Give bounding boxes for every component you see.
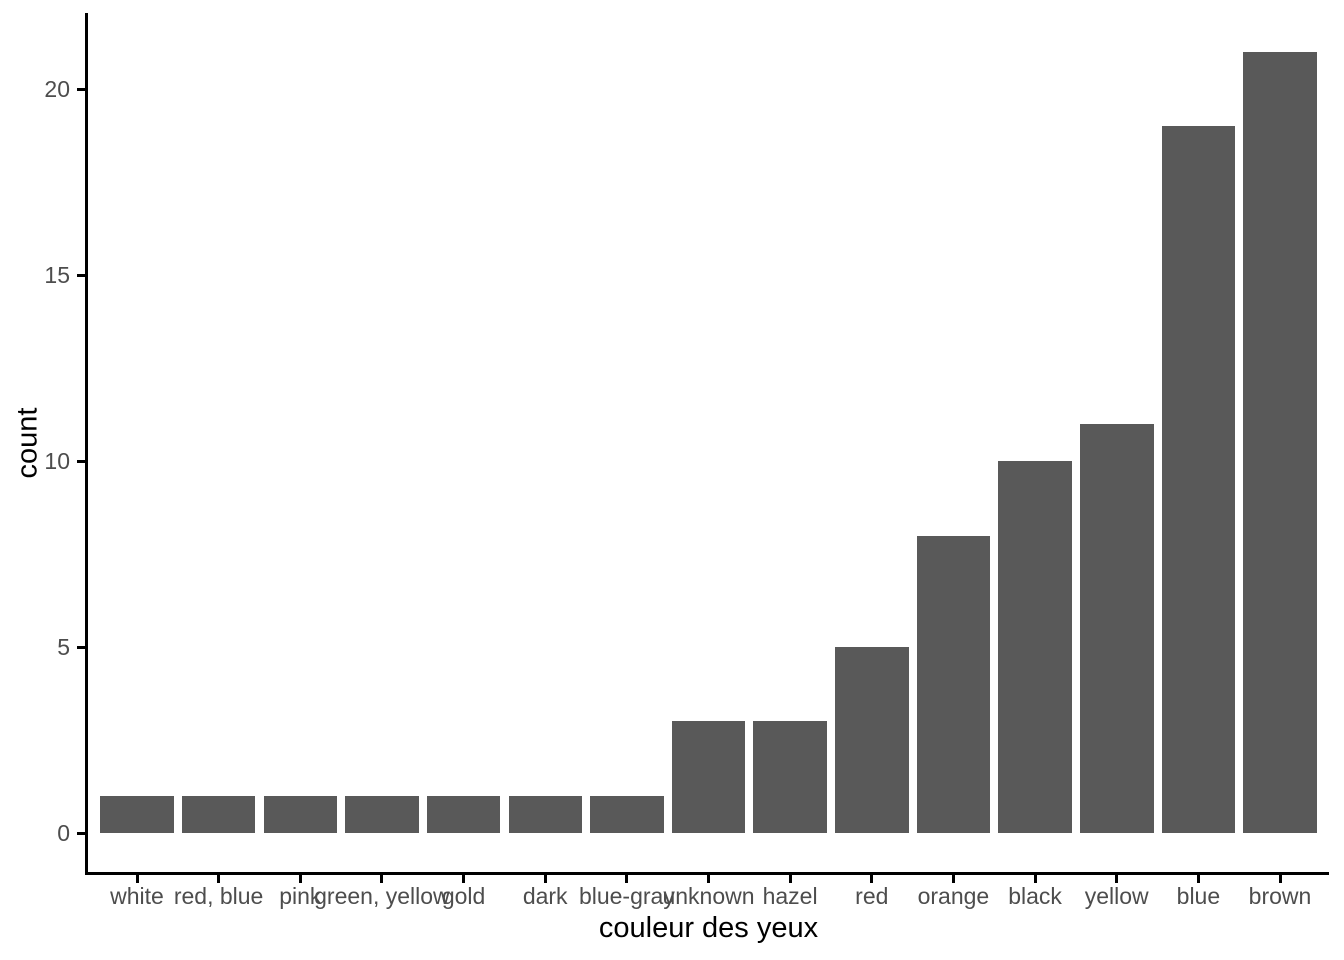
bar bbox=[1161, 126, 1236, 833]
x-tick-label: white bbox=[110, 883, 164, 909]
y-axis-tick bbox=[77, 831, 85, 835]
x-axis-tick bbox=[462, 875, 466, 883]
x-axis-tick bbox=[1278, 875, 1282, 883]
y-axis-title: count bbox=[11, 407, 44, 479]
x-axis-title: couleur des yeux bbox=[598, 912, 819, 944]
x-axis-tick bbox=[217, 875, 221, 883]
bar bbox=[590, 795, 664, 833]
x-axis-tick bbox=[543, 875, 547, 883]
bar bbox=[181, 795, 256, 833]
bar bbox=[100, 795, 174, 833]
x-axis-tick bbox=[298, 875, 302, 883]
x-tick-label: brown bbox=[1248, 883, 1312, 909]
x-axis-tick bbox=[1196, 875, 1200, 883]
x-tick-label: black bbox=[1008, 883, 1062, 909]
x-tick-label: yellow bbox=[1084, 883, 1149, 909]
bar bbox=[426, 795, 501, 833]
x-axis-tick bbox=[1033, 875, 1037, 883]
bar bbox=[916, 535, 991, 833]
x-tick-label: blue bbox=[1176, 883, 1221, 909]
y-tick-label: 5 bbox=[57, 634, 70, 660]
y-axis-tick bbox=[77, 645, 85, 649]
x-tick-label: hazel bbox=[762, 883, 818, 909]
bar bbox=[671, 721, 746, 833]
x-axis-tick bbox=[625, 875, 629, 883]
x-tick-label: gold bbox=[441, 883, 486, 909]
x-axis-tick bbox=[788, 875, 792, 883]
x-tick-label: unknown bbox=[662, 883, 755, 909]
x-axis-tick bbox=[1115, 875, 1119, 883]
bar bbox=[835, 647, 909, 833]
y-axis-tick bbox=[77, 87, 85, 91]
x-tick-label: pink bbox=[279, 883, 322, 909]
x-axis-tick bbox=[707, 875, 710, 883]
bar bbox=[753, 721, 827, 833]
bar bbox=[345, 795, 419, 833]
y-axis-tick bbox=[77, 273, 85, 277]
bar bbox=[998, 461, 1072, 833]
x-tick-label: red bbox=[855, 883, 889, 909]
x-tick-label: blue-gray bbox=[578, 883, 675, 909]
y-tick-label: 15 bbox=[44, 262, 70, 289]
bar bbox=[1080, 423, 1154, 833]
y-axis-tick bbox=[77, 459, 85, 463]
x-axis-tick bbox=[135, 875, 139, 883]
bar bbox=[508, 795, 582, 833]
y-tick-label: 20 bbox=[44, 76, 70, 103]
x-tick-label: orange bbox=[917, 883, 990, 909]
bar bbox=[1243, 52, 1317, 833]
y-tick-label: 10 bbox=[44, 448, 70, 475]
x-axis-tick bbox=[870, 875, 874, 883]
plot-panel bbox=[85, 13, 1329, 875]
y-tick-label: 0 bbox=[57, 820, 70, 846]
x-tick-label: dark bbox=[522, 883, 568, 909]
x-tick-label: green, yellow bbox=[314, 883, 450, 909]
x-tick-label: red, blue bbox=[173, 883, 264, 909]
x-axis-tick bbox=[380, 875, 384, 883]
bar bbox=[263, 795, 337, 833]
x-axis-tick bbox=[951, 875, 955, 883]
